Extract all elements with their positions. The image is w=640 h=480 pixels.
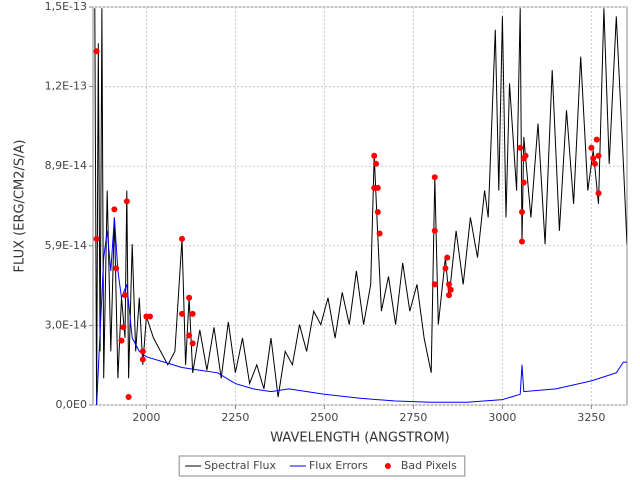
legend-label: Bad Pixels (401, 459, 457, 472)
bad-pixel (518, 238, 525, 245)
plot-area (92, 6, 628, 406)
bad-pixel (374, 184, 381, 191)
bad-pixel (122, 292, 129, 299)
x-tick-label: 3250 (577, 411, 605, 424)
bad-pixel (376, 230, 383, 237)
y-tick-label: 5,9E-14 (45, 239, 87, 252)
data (93, 8, 627, 405)
bad-pixel (179, 310, 185, 317)
bad-pixel (93, 48, 100, 55)
y-axis-title: FLUX (ERG/CM2/S/A) (13, 140, 28, 273)
x-tick-label: 2000 (132, 411, 160, 424)
bad-pixel (139, 348, 146, 355)
x-tick-label: 2750 (399, 411, 427, 424)
legend-box (178, 455, 466, 477)
bad-pixel (431, 227, 438, 234)
bad-pixel (186, 294, 193, 301)
bad-pixel (446, 281, 452, 288)
legend-item: Flux Errors (289, 459, 368, 472)
bad-pixel (139, 356, 146, 363)
x-tick-label: 2250 (221, 411, 249, 424)
bad-pixel (593, 136, 600, 143)
bad-pixel (113, 265, 120, 272)
bad-pixel (518, 209, 525, 216)
bad-pixel (189, 340, 196, 347)
legend-marker (384, 463, 391, 469)
bad-pixel (373, 160, 380, 167)
series-line (96, 217, 627, 405)
bad-pixel (123, 198, 130, 205)
y-tick-label: 1,2E-13 (45, 80, 87, 93)
legend: Spectral Flux Flux Errors Bad Pixels (178, 455, 466, 477)
y-tick-label: 8,9E-14 (45, 159, 87, 172)
legend-label: Spectral Flux (204, 459, 276, 472)
bad-pixel (371, 152, 378, 159)
bad-pixel (431, 281, 438, 288)
bad-pixel (444, 254, 451, 261)
bad-pixel (189, 310, 196, 317)
x-tick-label: 3000 (488, 411, 516, 424)
bad-pixel (588, 144, 595, 151)
bad-pixel (590, 155, 597, 162)
bad-pixel (520, 179, 527, 186)
bad-pixel (179, 235, 185, 242)
bad-pixel (517, 144, 524, 151)
legend-item: Bad Pixels (384, 459, 457, 472)
y-tick-label: 3,0E-14 (45, 318, 87, 331)
bad-pixel (595, 152, 602, 159)
bad-pixel (522, 152, 529, 159)
series-line (94, 8, 627, 405)
bad-pixel (118, 337, 125, 344)
bad-pixel (595, 190, 602, 197)
bad-pixel (111, 206, 118, 213)
legend-item: Spectral Flux (185, 459, 276, 472)
bad-pixel (591, 160, 598, 167)
bad-pixel (120, 324, 127, 331)
x-axis-title: WAVELENGTH (ANGSTROM) (270, 431, 449, 446)
bad-pixel (374, 209, 381, 216)
bad-pixel (442, 265, 449, 272)
y-tick-label: 1,5E-13 (45, 0, 87, 13)
bad-pixel (431, 174, 438, 181)
bad-pixel (446, 292, 452, 299)
bad-pixel (125, 393, 132, 400)
legend-label: Flux Errors (309, 459, 368, 472)
bad-pixel (447, 286, 454, 293)
bad-pixel (186, 332, 193, 339)
bad-pixel (93, 235, 100, 242)
bad-pixel (146, 313, 153, 320)
x-tick-label: 2500 (310, 411, 338, 424)
y-tick-label: 0,0E0 (56, 398, 87, 411)
